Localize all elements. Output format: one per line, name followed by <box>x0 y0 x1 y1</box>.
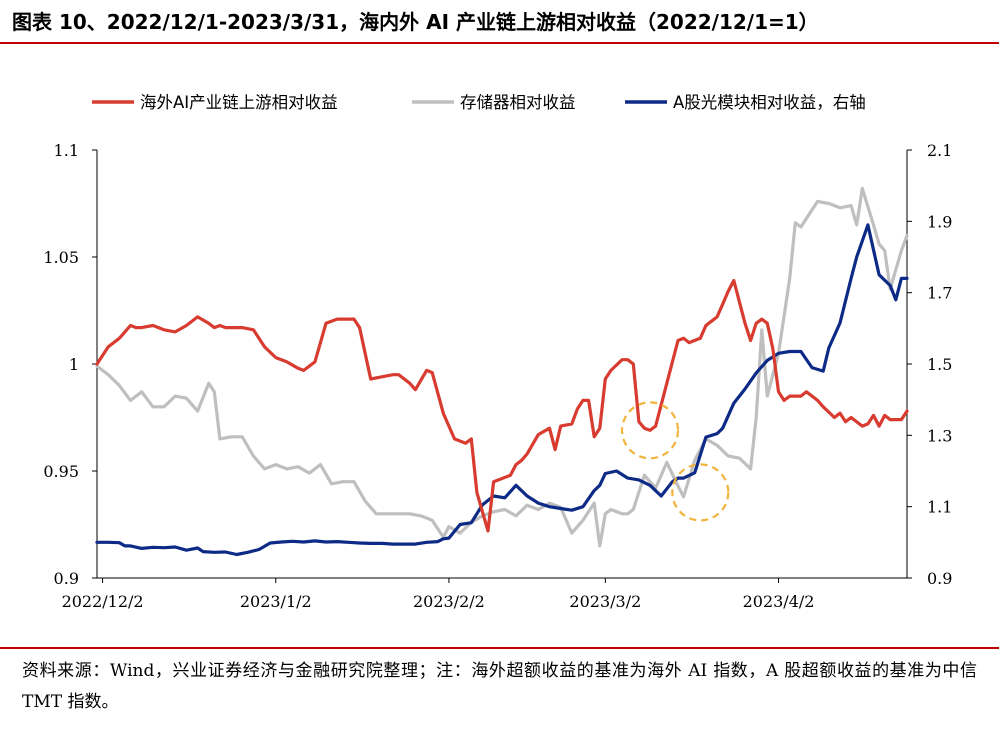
title-divider <box>0 42 999 44</box>
y-left-tick-label: 1 <box>69 355 79 374</box>
source-note: 资料来源：Wind，兴业证券经济与金融研究院整理；注：海外超额收益的基准为海外 … <box>22 661 977 712</box>
series-line-overseas <box>95 278 909 533</box>
y-right-tick-label: 0.9 <box>927 569 952 588</box>
y-right-tick-label: 1.7 <box>927 284 952 303</box>
y-right-tick-label: 1.1 <box>927 498 952 517</box>
x-tick-label: 2022/12/2 <box>62 592 144 611</box>
series-line-storage <box>95 186 909 548</box>
chart-plot-area <box>95 186 909 557</box>
highlight-circle <box>620 401 680 460</box>
y-right-tick-label: 1.3 <box>927 426 952 445</box>
y-left-tick-label: 0.9 <box>54 569 79 588</box>
legend-label: 海外AI产业链上游相对收益 <box>140 93 338 112</box>
x-tick-label: 2023/1/2 <box>240 592 312 611</box>
highlight-circle <box>671 463 730 522</box>
chart-annotations <box>620 401 730 522</box>
y-left-tick-label: 1.05 <box>43 248 79 267</box>
y-left-tick-label: 1.1 <box>54 141 79 160</box>
chart-title: 图表 10、2022/12/1-2023/3/31，海内外 AI 产业链上游相对… <box>12 10 819 34</box>
x-tick-label: 2023/3/2 <box>569 592 641 611</box>
y-left-tick-label: 0.95 <box>43 462 79 481</box>
x-tick-label: 2023/2/2 <box>413 592 485 611</box>
relative-return-chart: 海外AI产业链上游相对收益 存储器相对收益 A股光模块相对收益，右轴 0.9 0.95… <box>43 93 952 611</box>
chart-legend: 海外AI产业链上游相对收益 存储器相对收益 A股光模块相对收益，右轴 <box>92 93 866 112</box>
x-tick-label: 2023/4/2 <box>743 592 815 611</box>
y-right-tick-label: 1.9 <box>927 212 952 231</box>
chart-axes: 0.9 0.95 1 1.05 1.1 0.9 1.1 1.3 1.5 1.7 1.9 2.1 2022… <box>43 141 952 611</box>
series-line-optical <box>95 223 909 557</box>
y-right-tick-label: 1.5 <box>927 355 952 374</box>
y-right-tick-label: 2.1 <box>927 141 952 160</box>
footer-divider <box>0 647 999 649</box>
legend-label: 存储器相对收益 <box>460 93 576 112</box>
legend-label: A股光模块相对收益，右轴 <box>673 93 866 112</box>
